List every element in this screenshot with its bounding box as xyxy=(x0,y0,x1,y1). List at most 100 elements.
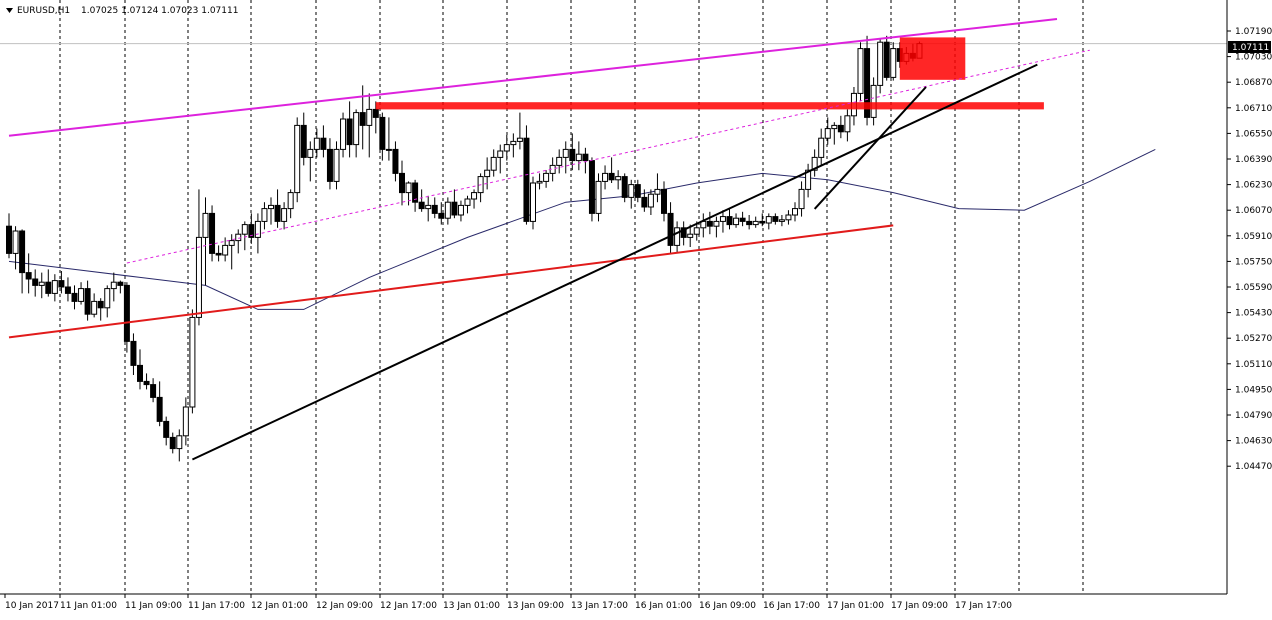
red-trend-line[interactable] xyxy=(8,224,894,339)
price-tick-label: 1.05270 xyxy=(1235,334,1272,344)
candle xyxy=(261,202,268,230)
candle xyxy=(97,298,104,321)
ohlc-values: 1.07025 1.07124 1.07023 1.07111 xyxy=(81,6,238,16)
resistance-zone[interactable] xyxy=(375,102,1044,110)
candle-body xyxy=(523,137,530,222)
candle xyxy=(241,221,248,251)
candle-body xyxy=(451,201,458,216)
candle xyxy=(667,202,674,254)
candle xyxy=(143,373,150,390)
candle xyxy=(464,195,471,214)
candle-body xyxy=(385,148,392,151)
candle xyxy=(19,229,26,294)
price-tick-label: 1.05750 xyxy=(1235,257,1272,267)
candle-body xyxy=(811,156,818,171)
candle-body xyxy=(248,224,255,238)
zone-layer xyxy=(375,37,1044,110)
candle-body xyxy=(399,172,405,194)
candle-body xyxy=(621,176,628,198)
candle xyxy=(438,202,445,225)
candle-body xyxy=(608,172,615,181)
candle xyxy=(595,173,602,222)
time-tick-label: 13 Jan 01:00 xyxy=(443,601,500,611)
candle xyxy=(163,416,170,446)
candle xyxy=(582,147,589,174)
candle-body xyxy=(228,240,235,246)
resistance-zone[interactable] xyxy=(899,37,966,80)
candle-body xyxy=(412,182,419,203)
candle-body xyxy=(719,216,726,222)
current-price-marker: 1.07111 xyxy=(1228,41,1271,53)
candle-body xyxy=(6,225,12,254)
candle-body xyxy=(110,281,117,290)
candle xyxy=(392,141,399,182)
candle-body xyxy=(222,244,229,256)
candle-body xyxy=(595,180,602,214)
candle-body xyxy=(588,160,595,214)
candle xyxy=(765,213,772,230)
candle xyxy=(300,112,307,166)
candle-body xyxy=(163,420,170,438)
magenta-channel-line[interactable] xyxy=(8,18,1058,137)
candle-body xyxy=(209,212,216,254)
time-tick-label: 11 Jan 09:00 xyxy=(125,601,182,611)
candle xyxy=(883,35,890,81)
candle-body xyxy=(831,124,838,130)
candle xyxy=(674,221,681,254)
black-trend-line[interactable] xyxy=(191,63,1038,461)
candle-body xyxy=(582,153,589,162)
candle-body xyxy=(667,212,674,246)
price-tick-label: 1.06550 xyxy=(1235,129,1272,139)
price-tick-label: 1.06870 xyxy=(1235,78,1272,88)
time-tick-label: 16 Jan 09:00 xyxy=(699,601,756,611)
candle-body xyxy=(268,204,274,210)
candle xyxy=(38,272,45,299)
candle-body xyxy=(726,216,733,226)
candle-body xyxy=(215,252,222,256)
candle-body xyxy=(687,233,694,238)
candle xyxy=(798,181,805,217)
time-tick-label: 11 Jan 01:00 xyxy=(60,601,117,611)
candle xyxy=(12,226,19,270)
candle xyxy=(202,197,209,286)
trend-lines-layer xyxy=(8,18,1090,461)
candle xyxy=(759,213,766,227)
candle xyxy=(32,269,39,297)
candle-body xyxy=(333,148,340,182)
candle-body xyxy=(91,300,98,315)
candle-body xyxy=(733,217,740,226)
price-tick-label: 1.06230 xyxy=(1235,181,1272,191)
candle xyxy=(890,42,897,81)
current-price-label: 1.07111 xyxy=(1232,43,1269,53)
symbol-label: EURUSD,H1 xyxy=(17,6,70,16)
candle xyxy=(831,122,838,145)
candle xyxy=(366,93,373,158)
candle xyxy=(805,163,812,198)
candle xyxy=(530,176,536,230)
candle xyxy=(680,221,687,246)
candle xyxy=(268,197,274,225)
candle xyxy=(215,245,222,262)
magenta-dashed-line[interactable] xyxy=(126,49,1090,264)
candle xyxy=(307,141,314,182)
candle-body xyxy=(562,148,569,158)
candle-body xyxy=(353,112,360,146)
candle-body xyxy=(759,220,766,224)
candle-body xyxy=(405,182,412,194)
black-steep-trend-line[interactable] xyxy=(813,86,927,210)
candle xyxy=(634,179,641,203)
candle-body xyxy=(444,201,451,219)
candle-body xyxy=(824,128,831,139)
candle-body xyxy=(340,118,347,150)
chevron-down-icon[interactable] xyxy=(6,8,13,13)
price-tick-label: 1.07030 xyxy=(1235,53,1272,63)
candle xyxy=(431,197,438,219)
candle-body xyxy=(746,220,753,226)
candle-body xyxy=(464,198,471,206)
price-tick-label: 1.06070 xyxy=(1235,206,1272,216)
candle-body xyxy=(104,288,111,309)
time-tick-label: 17 Jan 09:00 xyxy=(891,601,948,611)
price-tick-label: 1.04950 xyxy=(1235,385,1272,395)
